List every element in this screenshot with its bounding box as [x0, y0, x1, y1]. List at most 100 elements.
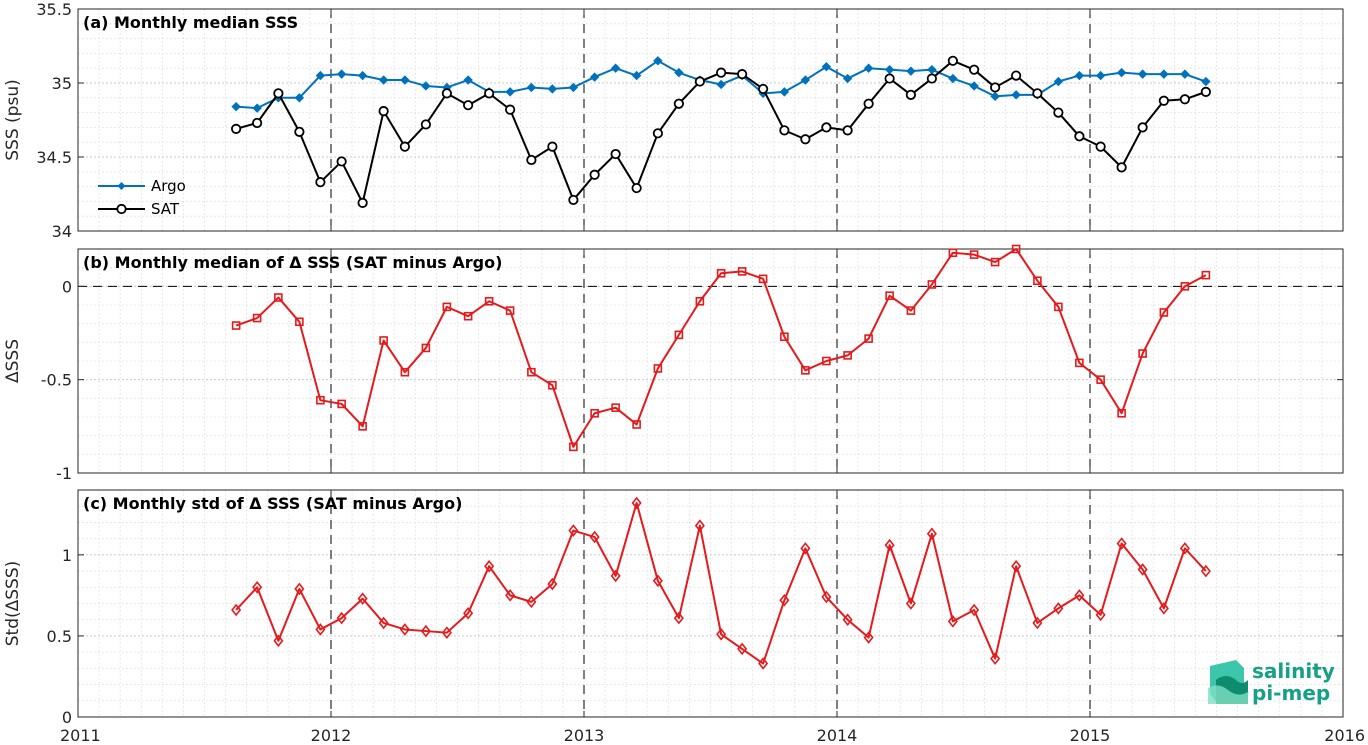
data-point — [990, 257, 1000, 267]
y-axis-label: Std(ΔSSS) — [3, 561, 23, 647]
data-point — [252, 581, 263, 594]
data-point — [947, 615, 958, 628]
data-point — [294, 93, 305, 103]
y-tick-label: 34 — [52, 222, 72, 241]
data-point — [779, 593, 790, 607]
data-point — [758, 657, 769, 670]
data-point — [526, 82, 537, 93]
data-point — [1074, 589, 1085, 602]
data-point — [484, 296, 494, 306]
data-point — [737, 267, 747, 276]
data-point — [926, 73, 937, 84]
data-point — [842, 125, 853, 136]
x-tick-label: 2015 — [1070, 726, 1111, 745]
data-point — [674, 330, 684, 340]
y-axis-label: SSS (psu) — [3, 79, 23, 160]
data-point — [589, 72, 600, 82]
data-point — [378, 106, 389, 117]
data-point — [821, 62, 832, 72]
y-tick-label: -1 — [56, 464, 72, 483]
data-point — [906, 66, 916, 76]
legend: Argo SAT — [98, 177, 186, 218]
data-point — [800, 134, 811, 145]
data-point — [694, 76, 705, 87]
data-point — [1053, 76, 1064, 87]
data-point — [589, 530, 600, 544]
panel-title: (a) Monthly median SSS — [83, 13, 298, 32]
data-point — [315, 623, 326, 636]
y-tick-label: 0.5 — [47, 627, 72, 646]
series-delta — [231, 244, 1211, 452]
data-point — [1032, 616, 1043, 630]
data-point — [231, 101, 241, 112]
data-point — [231, 321, 241, 330]
data-point — [1095, 608, 1106, 622]
data-point — [274, 293, 283, 302]
data-point — [611, 403, 620, 412]
data-point — [842, 613, 853, 626]
data-point — [1201, 270, 1211, 280]
data-point — [1137, 69, 1148, 79]
data-point — [1137, 563, 1148, 576]
data-point — [399, 623, 410, 636]
data-point — [1095, 70, 1106, 81]
data-point — [441, 626, 452, 639]
series-sat — [231, 55, 1211, 208]
x-tick-label: 2013 — [564, 726, 605, 745]
salinity-pi-mep-logo: salinity pi-mep — [1208, 659, 1335, 705]
data-point — [801, 366, 810, 375]
data-point — [1116, 537, 1127, 550]
data-point — [526, 154, 537, 166]
data-point — [252, 103, 262, 113]
data-point — [1075, 358, 1084, 368]
legend-label: Argo — [151, 177, 186, 195]
data-point — [843, 351, 852, 360]
data-point — [674, 67, 684, 78]
data-point — [568, 82, 579, 93]
data-point — [1033, 276, 1042, 286]
data-point — [463, 100, 474, 111]
data-point — [1074, 70, 1085, 81]
panel-b-monthly-median-delta-sss: -1 -0.5 0 ΔSSS (b) Monthly median of Δ SSS (… — [3, 244, 1344, 483]
data-point — [653, 56, 663, 66]
data-point — [336, 69, 347, 79]
data-point — [527, 367, 536, 377]
data-point — [273, 88, 284, 99]
data-point — [379, 336, 388, 345]
data-point — [864, 334, 873, 343]
data-point — [652, 128, 663, 139]
data-point — [863, 631, 874, 644]
data-point — [1032, 88, 1043, 99]
data-point — [1159, 308, 1169, 317]
data-point — [441, 88, 452, 99]
data-point — [632, 420, 641, 429]
data-point — [1116, 162, 1127, 173]
y-tick-label: 0 — [62, 277, 72, 296]
data-point — [885, 291, 894, 300]
data-point — [358, 422, 367, 431]
data-point — [421, 343, 431, 353]
data-point — [547, 84, 558, 94]
data-point — [906, 306, 916, 315]
y-tick-label: 0 — [62, 708, 72, 727]
data-point — [927, 280, 937, 289]
y-axis-label: ΔSSS — [3, 339, 23, 383]
data-point — [1011, 244, 1021, 254]
data-point — [673, 98, 684, 109]
axes-frame — [77, 248, 1344, 474]
y-tick-label: 35.5 — [36, 0, 72, 19]
data-point — [378, 616, 389, 630]
data-point — [821, 122, 832, 133]
data-point — [1011, 90, 1021, 100]
data-point — [505, 589, 516, 602]
data-point — [526, 595, 537, 609]
data-point — [1138, 349, 1147, 358]
data-point — [716, 268, 726, 278]
data-point — [610, 148, 621, 160]
data-point — [926, 527, 937, 541]
data-point — [357, 197, 368, 208]
data-point — [1116, 67, 1127, 78]
data-point — [842, 73, 853, 84]
data-point — [737, 69, 748, 80]
data-point — [378, 75, 389, 85]
